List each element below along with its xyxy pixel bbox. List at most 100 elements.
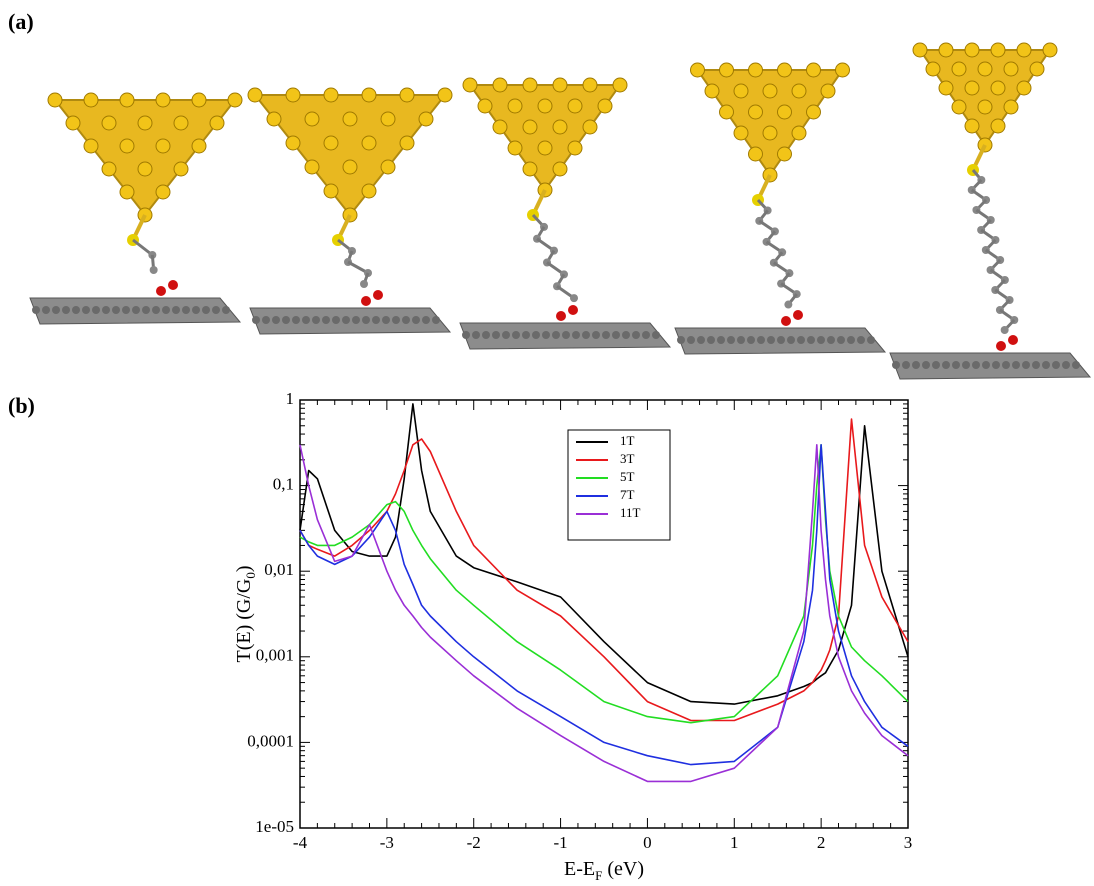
graphene-atom (212, 306, 220, 314)
graphene-atom (92, 306, 100, 314)
gold-atom (285, 87, 301, 103)
legend-label: 5T (620, 469, 635, 484)
graphene-atom (402, 316, 410, 324)
gold-atom (437, 87, 453, 103)
gold-atom (522, 161, 538, 177)
plot: -4 -3 -2 -1 0 1 2 3 1e-05 0,0001 0,001 0,01 0,1 1 E-EF… (233, 389, 913, 884)
y-tick-label: 0,1 (273, 475, 294, 494)
gold-atom (791, 125, 807, 141)
graphene-atom (32, 306, 40, 314)
gold-atom (173, 161, 189, 177)
graphene-atom (1022, 361, 1030, 369)
gold-atom (342, 159, 358, 175)
graphene-atom (322, 316, 330, 324)
gold-atom (582, 77, 598, 93)
gold-atom (1016, 80, 1032, 96)
gold-atom (462, 77, 478, 93)
gold-atom (938, 80, 954, 96)
gold-atom (748, 146, 763, 162)
y-axis-title: T(E) (G/G0) (233, 565, 259, 662)
gold-atom (1003, 61, 1019, 77)
legend-box (567, 429, 671, 541)
graphene-atom (422, 316, 430, 324)
graphene-atom (687, 336, 695, 344)
panel-label: (a) (8, 9, 34, 34)
graphene-atom (292, 316, 300, 324)
graphene-atom (622, 331, 630, 339)
graphene-atom (787, 336, 795, 344)
graphene-atom (352, 316, 360, 324)
graphene-atom (192, 306, 200, 314)
gold-atom (380, 159, 396, 175)
graphene-atom (837, 336, 845, 344)
x-tick-label: -1 (553, 833, 567, 852)
graphene-atom (532, 331, 540, 339)
gold-atom (612, 77, 628, 93)
graphene-atom (52, 306, 60, 314)
graphene-atom (122, 306, 130, 314)
graphene-atom (867, 336, 875, 344)
carbon-atom (149, 266, 158, 274)
gold-atom (477, 98, 493, 114)
graphene-atom (522, 331, 530, 339)
graphene-atom (1032, 361, 1040, 369)
x-axis-title-part: F (595, 868, 602, 883)
series-line (299, 418, 909, 722)
gold-atom (951, 61, 967, 77)
gold-atom (323, 135, 339, 151)
graphene-atom (222, 306, 230, 314)
graphene-atom (512, 331, 520, 339)
oxygen-atom (168, 280, 178, 290)
graphene-atom (172, 306, 180, 314)
graphene-atom (372, 316, 380, 324)
graphene-atom (312, 316, 320, 324)
graphene-atom (472, 331, 480, 339)
gold-atom (173, 115, 189, 131)
graphene-atom (777, 336, 785, 344)
gold-atom (537, 98, 553, 114)
gold-atom (155, 92, 171, 108)
y-tick-label: 1 (286, 389, 295, 408)
gold-atom (820, 83, 836, 99)
gold-atom (791, 83, 807, 99)
graphene-atom (42, 306, 50, 314)
gold-atom (83, 138, 99, 154)
graphene-atom (757, 336, 765, 344)
graphene-atom (502, 331, 510, 339)
gold-atom (119, 92, 135, 108)
gold-atom (762, 125, 778, 141)
graphene-atom (847, 336, 855, 344)
bond (132, 238, 154, 257)
gold-atom (777, 62, 792, 78)
gold-atom (990, 42, 1006, 58)
gold-atom (537, 140, 553, 156)
gold-atom (552, 161, 568, 177)
graphene-atom (972, 361, 980, 369)
x-axis-title: E-EF (eV) (564, 858, 644, 884)
graphene (889, 352, 1092, 380)
graphene-atom (432, 316, 440, 324)
gold-atom (492, 77, 508, 93)
graphene-atom (142, 306, 150, 314)
gold-atom (522, 119, 538, 135)
gold-atom (552, 77, 568, 93)
gold-atom (342, 111, 358, 127)
gold-atom (304, 159, 320, 175)
graphene-atom (202, 306, 210, 314)
graphene-atom (602, 331, 610, 339)
gold-atom (912, 42, 928, 58)
x-tick-label: 0 (643, 833, 652, 852)
gold-atom (101, 115, 117, 131)
gold-atom (951, 99, 967, 115)
oxygen-atom (556, 311, 566, 321)
graphene-atom (132, 306, 140, 314)
graphene-atom (62, 306, 70, 314)
graphene-atom (102, 306, 110, 314)
graphene-atom (1062, 361, 1070, 369)
gold-atom (323, 183, 339, 199)
gold-atom (835, 62, 850, 78)
x-tick-label: -2 (467, 833, 481, 852)
graphene-atom (342, 316, 350, 324)
gold-atom (507, 98, 523, 114)
